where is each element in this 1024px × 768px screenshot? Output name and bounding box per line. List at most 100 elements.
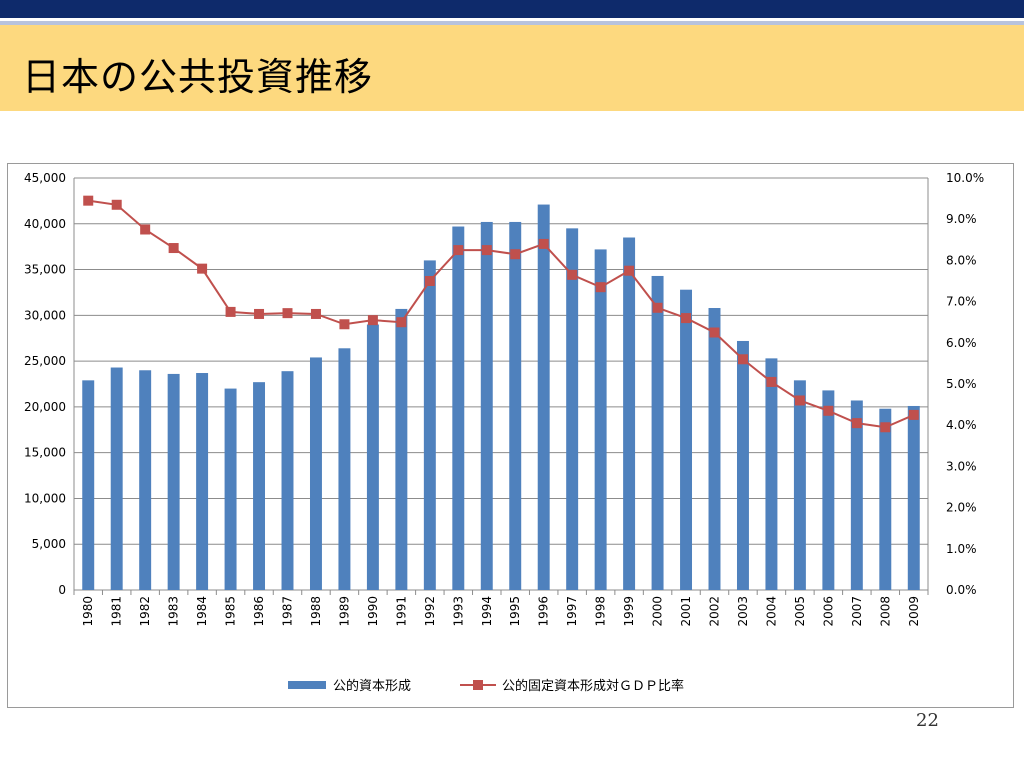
bar-2004 [765, 358, 778, 590]
y-right-tick-label: 7.0% [946, 295, 977, 309]
line-point-2003 [737, 354, 748, 365]
legend-bar-label: 公的資本形成 [333, 678, 411, 694]
bar-1993 [452, 226, 465, 590]
line-point-2006 [823, 405, 834, 416]
line-point-1999 [624, 265, 635, 276]
x-tick-label: 1995 [508, 596, 522, 627]
line-point-2009 [908, 409, 919, 420]
x-tick-label: 1997 [565, 596, 579, 627]
bar-2009 [907, 405, 920, 590]
x-tick-label: 1994 [480, 596, 494, 627]
bar-1981 [110, 367, 123, 590]
x-tick-label: 1996 [537, 596, 551, 627]
x-tick-label: 1980 [81, 596, 95, 627]
line-point-2007 [851, 418, 862, 429]
x-tick-label: 1998 [594, 596, 608, 627]
x-tick-label: 2004 [764, 596, 778, 627]
bar-1991 [395, 308, 408, 590]
y-right-tick-label: 5.0% [946, 377, 977, 391]
x-tick-label: 2000 [651, 596, 665, 627]
x-tick-label: 2003 [736, 596, 750, 627]
line-point-2002 [709, 327, 720, 338]
bar-1995 [509, 221, 522, 591]
line-point-2008 [880, 422, 891, 433]
bar-2008 [879, 408, 892, 590]
top-banner-bar [0, 0, 1024, 18]
line-point-1997 [567, 269, 578, 280]
y-left-tick-label: 30,000 [24, 308, 66, 322]
line-point-2004 [766, 376, 777, 387]
bar-2002 [708, 308, 721, 590]
x-tick-label: 2002 [708, 596, 722, 627]
x-tick-label: 1988 [309, 596, 323, 627]
bar-1990 [366, 324, 379, 590]
x-tick-label: 1984 [195, 596, 209, 627]
bar-1987 [281, 371, 294, 590]
legend-line-marker [473, 680, 483, 690]
y-right-tick-label: 8.0% [946, 253, 977, 267]
line-point-1989 [339, 319, 350, 330]
bar-1999 [623, 237, 636, 590]
bar-1980 [82, 380, 95, 590]
x-tick-label: 1985 [224, 596, 238, 627]
line-point-1993 [453, 245, 464, 256]
line-point-1990 [367, 315, 378, 326]
page-number: 22 [916, 710, 939, 731]
y-right-tick-label: 3.0% [946, 459, 977, 473]
bar-1989 [338, 348, 351, 590]
line-point-1982 [140, 224, 151, 235]
slide-title: 日本の公共投資推移 [22, 55, 374, 99]
bar-1983 [167, 373, 180, 590]
bar-1982 [139, 370, 152, 590]
y-right-tick-label: 0.0% [946, 583, 977, 597]
y-right-tick-label: 4.0% [946, 418, 977, 432]
y-left-tick-label: 10,000 [24, 491, 66, 505]
line-point-1986 [254, 308, 265, 319]
x-tick-label: 1986 [252, 596, 266, 627]
line-point-2001 [681, 313, 692, 324]
x-tick-label: 1999 [622, 596, 636, 627]
top-banner-divider [0, 18, 1024, 21]
bar-1992 [423, 260, 436, 590]
x-tick-label: 2009 [907, 596, 921, 627]
y-left-tick-label: 35,000 [24, 263, 66, 277]
x-tick-label: 2005 [793, 596, 807, 627]
x-tick-label: 1989 [337, 596, 351, 627]
bar-1998 [594, 249, 607, 590]
x-tick-label: 1987 [281, 596, 295, 627]
y-left-tick-label: 40,000 [24, 217, 66, 231]
x-tick-label: 1990 [366, 596, 380, 627]
line-point-1987 [282, 308, 293, 319]
line-point-1994 [481, 245, 492, 256]
y-left-tick-label: 20,000 [24, 400, 66, 414]
line-point-1984 [197, 263, 208, 274]
y-right-tick-label: 1.0% [946, 542, 977, 556]
line-point-1981 [111, 199, 122, 210]
line-point-1983 [168, 243, 179, 254]
bar-2000 [651, 275, 664, 590]
bar-1994 [480, 221, 493, 591]
x-tick-label: 1993 [451, 596, 465, 627]
y-right-tick-label: 10.0% [946, 171, 984, 185]
bar-2003 [736, 340, 749, 590]
x-tick-label: 1981 [110, 596, 124, 627]
bar-2006 [822, 390, 835, 590]
bar-1988 [309, 357, 322, 590]
line-point-2000 [652, 302, 663, 313]
title-band [0, 25, 1024, 111]
y-left-tick-label: 15,000 [24, 446, 66, 460]
y-left-tick-label: 45,000 [24, 171, 66, 185]
line-point-1988 [310, 308, 321, 319]
x-tick-label: 1991 [394, 596, 408, 627]
top-banner-stripe [0, 21, 1024, 25]
y-left-tick-label: 0 [58, 583, 66, 597]
line-point-1985 [225, 306, 236, 317]
x-tick-label: 1983 [167, 596, 181, 627]
legend-line-label: 公的固定資本形成対ＧＤＰ比率 [502, 678, 684, 694]
y-left-tick-label: 25,000 [24, 354, 66, 368]
line-point-2005 [794, 395, 805, 406]
y-right-tick-label: 6.0% [946, 336, 977, 350]
line-point-1991 [396, 317, 407, 328]
x-tick-label: 1982 [138, 596, 152, 627]
